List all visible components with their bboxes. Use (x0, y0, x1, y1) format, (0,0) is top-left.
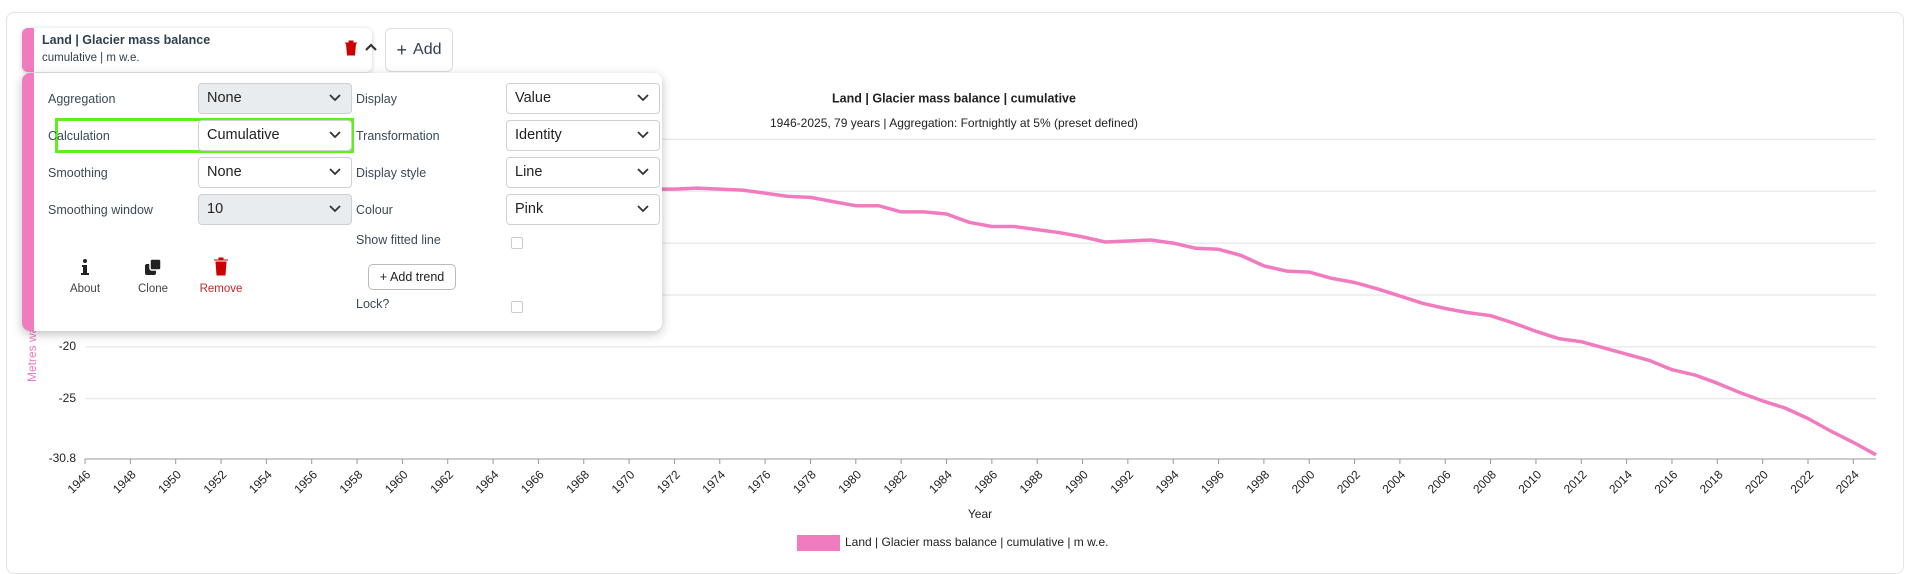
x-tick-label: 2010 (1516, 467, 1545, 496)
select-value: Line (515, 164, 543, 180)
series-subtitle: cumulative | m w.e. (42, 52, 140, 64)
x-tick-label: 1984 (926, 467, 955, 496)
select-value: Cumulative (207, 127, 280, 143)
x-axis-label: Year (968, 507, 992, 521)
add-trend-label: Add trend (390, 270, 445, 284)
add-button[interactable]: + Add (385, 28, 453, 72)
x-tick-label: 1982 (881, 467, 910, 496)
remove-icon[interactable] (213, 257, 229, 276)
x-tick-label: 2024 (1833, 467, 1862, 496)
x-tick-label: 1974 (699, 467, 728, 496)
select-value: None (207, 164, 242, 180)
x-tick-label: 2014 (1606, 467, 1635, 496)
x-tick-label: 2000 (1289, 467, 1318, 496)
select[interactable]: Line (506, 157, 660, 188)
x-tick-label: 1960 (382, 467, 411, 496)
x-tick-label: 1950 (155, 467, 184, 496)
action-label[interactable]: Clone (137, 283, 169, 295)
select[interactable]: Value (506, 83, 660, 114)
x-tick-label: 2008 (1470, 467, 1499, 496)
setting-label: Smoothing (48, 166, 108, 180)
x-tick-label: 1962 (427, 467, 456, 496)
checkbox[interactable] (511, 237, 523, 249)
x-tick-label: 1970 (609, 467, 638, 496)
x-tick-label: 1968 (563, 467, 592, 496)
plus-icon: + (396, 39, 408, 60)
chart-title: Land | Glacier mass balance | cumulative (832, 91, 1076, 105)
legend-swatch (797, 535, 840, 551)
delete-icon[interactable] (344, 40, 358, 56)
select-value: Pink (515, 201, 544, 217)
x-tick-label: 2002 (1334, 467, 1363, 496)
x-tick-label: 2022 (1788, 467, 1817, 496)
x-tick-label: 1964 (473, 467, 502, 496)
series-title: Land | Glacier mass balance (42, 33, 211, 47)
x-tick-label: 1988 (1017, 467, 1046, 496)
select-value: None (207, 90, 242, 106)
select[interactable]: None (198, 83, 352, 114)
select-value: Identity (515, 127, 562, 143)
add-label: Add (413, 41, 442, 58)
setting-label: Display style (356, 166, 427, 180)
setting-label: Lock? (356, 297, 390, 311)
setting-label: Show fitted line (356, 233, 441, 247)
select[interactable]: 10 (198, 194, 352, 225)
x-tick-label: 1966 (518, 467, 547, 496)
select-value: 10 (207, 201, 224, 217)
y-tick-label: -20 (59, 339, 77, 353)
setting-label: Colour (356, 203, 393, 217)
highlight-box (55, 118, 354, 153)
collapse-icon[interactable] (364, 42, 378, 52)
setting-label: Calculation (48, 129, 110, 143)
x-tick-label: 1948 (110, 467, 139, 496)
select[interactable]: Cumulative (198, 120, 352, 151)
x-tick-label: 1992 (1107, 467, 1136, 496)
x-tick-label: 2018 (1697, 467, 1726, 496)
select[interactable]: None (198, 157, 352, 188)
x-tick-label: 1986 (971, 467, 1000, 496)
select-value: Value (515, 90, 552, 106)
plus-icon: + (379, 270, 388, 284)
x-tick-label: 1998 (1243, 467, 1272, 496)
x-tick-label: 1978 (790, 467, 819, 496)
setting-label: Transformation (356, 129, 440, 143)
x-tick-label: 2004 (1379, 467, 1408, 496)
x-tick-label: 1954 (246, 467, 275, 496)
checkbox[interactable] (511, 301, 523, 313)
x-tick-label: 1980 (835, 467, 864, 496)
x-tick-label: 2012 (1561, 467, 1590, 496)
select[interactable]: Identity (506, 120, 660, 151)
x-tick-label: 1994 (1153, 467, 1182, 496)
setting-label: Display (356, 92, 397, 106)
x-tick-label: 1952 (201, 467, 230, 496)
x-tick-label: 1972 (654, 467, 683, 496)
about-icon[interactable] (79, 258, 91, 276)
setting-label: Aggregation (48, 92, 116, 106)
chart-subtitle: 1946-2025, 79 years | Aggregation: Fortn… (770, 116, 1138, 130)
action-label[interactable]: Remove (199, 283, 243, 295)
x-tick-label: 2006 (1425, 467, 1454, 496)
x-tick-label: 1946 (65, 467, 94, 496)
select[interactable]: Pink (506, 194, 660, 225)
y-tick-label: -25 (59, 391, 77, 405)
settings-panel: Aggregation None Calculation Cumulative … (22, 73, 662, 331)
clone-icon[interactable] (144, 258, 162, 276)
x-tick-label: 2020 (1742, 467, 1771, 496)
add-trend-button[interactable]: + Add trend (368, 264, 456, 290)
x-tick-label: 2016 (1652, 467, 1681, 496)
legend-label: Land | Glacier mass balance | cumulative… (845, 535, 1108, 549)
series-card[interactable]: Land | Glacier mass balance cumulative |… (22, 28, 377, 72)
x-tick-label: 1990 (1062, 467, 1091, 496)
y-tick-label: -30.8 (49, 451, 77, 465)
x-tick-label: 1996 (1198, 467, 1227, 496)
x-tick-label: 1958 (337, 467, 366, 496)
action-label[interactable]: About (69, 283, 101, 295)
x-tick-label: 1976 (745, 467, 774, 496)
setting-label: Smoothing window (48, 203, 153, 217)
page: Land | Glacier mass balance | cumulative… (6, 12, 1904, 574)
x-tick-label: 1956 (291, 467, 320, 496)
